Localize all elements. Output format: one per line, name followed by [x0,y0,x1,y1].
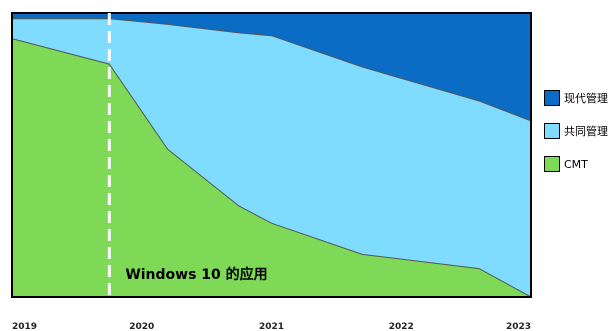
legend-label-cmt: CMT [564,157,588,171]
area-boundary-line [12,18,532,122]
windows10-annotation: Windows 10 的应用 [125,266,267,283]
legend-label-co-management: 共同管理 [564,125,608,138]
x-tick-label: 2023 [506,322,531,331]
legend-item-modern: 现代管理 [544,89,608,107]
x-tick-label: 2020 [129,322,154,331]
x-tick-label: 2022 [389,322,414,331]
area-cmt [12,38,531,297]
area-co-management [12,18,531,297]
plot-frame [11,12,532,298]
legend-label-modern: 现代管理 [564,92,608,105]
area-boundary-line [11,38,532,298]
chart-areas [11,13,532,298]
area-modern [12,13,531,121]
x-axis-ticks: 2019 2020 2021 2022 2023 [12,322,531,331]
legend-swatch-cmt [544,156,560,172]
legend: 现代管理 共同管理 CMT [544,89,608,188]
legend-item-cmt: CMT [544,155,608,173]
legend-swatch-co-management [544,123,560,139]
legend-swatch-modern [544,90,560,106]
x-tick-label: 2021 [259,322,284,331]
x-tick-label: 2019 [12,322,37,331]
legend-item-co-management: 共同管理 [544,122,608,140]
